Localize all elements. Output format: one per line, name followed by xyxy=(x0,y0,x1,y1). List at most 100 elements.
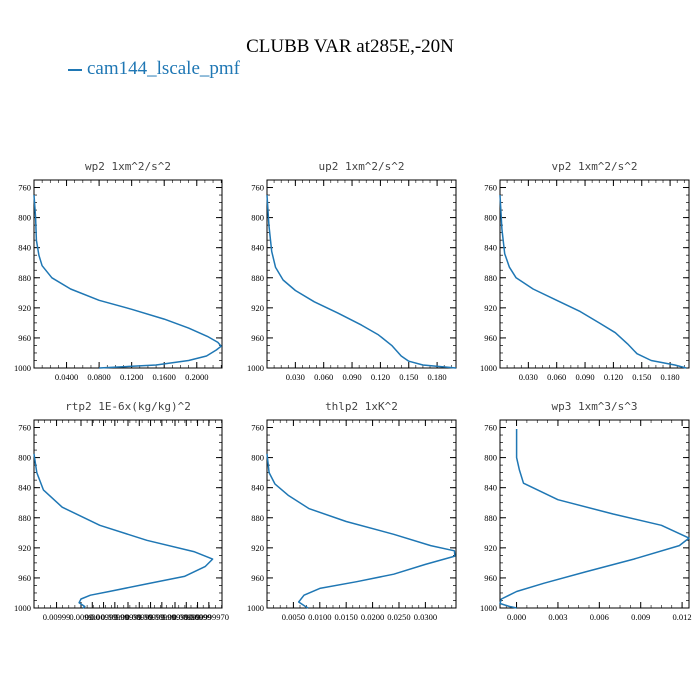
y-tick-label: 760 xyxy=(484,183,497,193)
plot-frame xyxy=(33,419,223,609)
y-tick-label: 840 xyxy=(18,483,31,493)
x-tick-label: 0.120 xyxy=(604,372,623,382)
x-tick-label: 0.00 xyxy=(85,612,100,622)
x-tick-label: 0.150 xyxy=(399,372,418,382)
y-tick-label: 760 xyxy=(18,183,31,193)
x-tick-label: 0.0200 xyxy=(361,612,384,622)
y-tick-label: 920 xyxy=(484,543,497,553)
plot-frame xyxy=(266,179,457,369)
panel-3: vp2 1xm^2/s^2 760 800 840 880 920 960 1000 0.030… xyxy=(480,160,690,382)
profile-line xyxy=(33,194,222,369)
y-tick-label: 960 xyxy=(484,573,497,583)
x-tick-label: 0.009 xyxy=(631,612,650,622)
x-tick-label: 0.006 xyxy=(590,612,609,622)
y-tick-label: 880 xyxy=(18,273,31,283)
figure-title: CLUBB VAR at285E,-20N xyxy=(246,36,454,57)
y-tick-label: 760 xyxy=(18,423,31,433)
y-tick-label: 840 xyxy=(18,243,31,253)
y-tick-label: 880 xyxy=(251,513,264,523)
x-tick-label: 0.00999 xyxy=(43,612,71,622)
y-tick-label: 1000 xyxy=(480,603,497,613)
y-tick-label: 880 xyxy=(484,273,497,283)
x-tick-label: 0.00999 xyxy=(161,612,189,622)
y-tick-label: 800 xyxy=(251,213,264,223)
x-tick-label: 0.150 xyxy=(632,372,651,382)
y-tick-label: 1000 xyxy=(480,363,497,373)
x-tick-label: 0.000 xyxy=(507,612,526,622)
y-tick-label: 920 xyxy=(18,543,31,553)
y-tick-label: 840 xyxy=(484,483,497,493)
y-tick-label: 760 xyxy=(251,423,264,433)
y-tick-label: 840 xyxy=(251,243,264,253)
x-tick-label: 0.0100 xyxy=(308,612,331,622)
panel-title: up2 1xm^2/s^2 xyxy=(318,160,404,173)
y-tick-label: 960 xyxy=(251,573,264,583)
x-tick-label: 0.090 xyxy=(575,372,594,382)
x-tick-label: 0.1600 xyxy=(153,372,176,382)
x-tick-label: 0.0050 xyxy=(282,612,305,622)
x-tick-label: 0.030 xyxy=(519,372,538,382)
profile-line xyxy=(266,194,457,369)
y-tick-label: 1000 xyxy=(247,363,264,373)
x-tick-label: 0.00999 xyxy=(125,612,153,622)
x-tick-label: 0.120 xyxy=(371,372,390,382)
y-tick-label: 920 xyxy=(251,543,264,553)
x-tick-label: 0.090 xyxy=(342,372,361,382)
y-tick-label: 960 xyxy=(484,333,497,343)
x-tick-label: 0.180 xyxy=(661,372,680,382)
plot-frame xyxy=(499,179,690,369)
y-tick-label: 1000 xyxy=(247,603,264,613)
y-tick-label: 960 xyxy=(251,333,264,343)
y-tick-label: 800 xyxy=(484,453,497,463)
y-tick-label: 800 xyxy=(251,453,264,463)
x-tick-label: 0.180 xyxy=(428,372,447,382)
x-tick-label: 0.00999 xyxy=(114,612,142,622)
y-tick-label: 1000 xyxy=(14,603,31,613)
x-tick-label: 0.012 xyxy=(673,612,692,622)
y-tick-label: 840 xyxy=(251,483,264,493)
x-tick-label: 0.060 xyxy=(547,372,566,382)
x-tick-label: 0.00999 xyxy=(101,612,129,622)
panel-1: wp2 1xm^2/s^2 760 800 840 880 920 960 1000 0.040… xyxy=(14,160,223,382)
y-tick-label: 760 xyxy=(251,183,264,193)
y-tick-label: 920 xyxy=(251,303,264,313)
y-tick-label: 760 xyxy=(484,423,497,433)
y-tick-label: 800 xyxy=(484,213,497,223)
plot-frame xyxy=(499,419,690,609)
y-tick-label: 800 xyxy=(18,213,31,223)
y-tick-label: 960 xyxy=(18,573,31,583)
profile-line xyxy=(499,194,687,369)
plot-frame xyxy=(33,179,223,369)
y-tick-label: 920 xyxy=(484,303,497,313)
panel-2: up2 1xm^2/s^2 760 800 840 880 920 960 1000 0.030… xyxy=(247,160,457,382)
x-tick-label: 0.00999 xyxy=(184,612,212,622)
x-tick-label: 0.00999 xyxy=(90,612,118,622)
x-tick-label: 0.00999 xyxy=(172,612,200,622)
panel-title: wp3 1xm^3/s^3 xyxy=(551,400,637,413)
x-tick-label: 0.2000 xyxy=(185,372,208,382)
legend: cam144_lscale_pmf xyxy=(68,58,240,80)
profile-line xyxy=(33,453,214,609)
x-tick-label: 0.0300 xyxy=(414,612,437,622)
profile-line xyxy=(499,429,690,609)
y-tick-label: 880 xyxy=(251,273,264,283)
profile-line xyxy=(266,453,456,609)
legend-line-swatch xyxy=(68,68,82,71)
x-tick-label: 0.00999970 xyxy=(189,612,229,622)
panel-4: rtp2 1E-6x(kg/kg)^2 760 800 840 880 920 960 100… xyxy=(14,400,229,622)
panel-title: wp2 1xm^2/s^2 xyxy=(85,160,171,173)
x-tick-label: 0.0250 xyxy=(387,612,410,622)
x-tick-label: 0.0099 xyxy=(69,612,92,622)
panel-title: rtp2 1E-6x(kg/kg)^2 xyxy=(65,400,191,413)
x-tick-label: 0.030 xyxy=(286,372,305,382)
y-tick-label: 840 xyxy=(484,243,497,253)
x-tick-label: 0.00999 xyxy=(137,612,165,622)
x-tick-label: 0.003 xyxy=(548,612,567,622)
x-tick-label: 0.1200 xyxy=(120,372,143,382)
x-tick-label: 0.0400 xyxy=(55,372,78,382)
panel-6: wp3 1xm^3/s^3 760 800 840 880 920 960 1000 0.000… xyxy=(480,400,692,622)
y-tick-label: 800 xyxy=(18,453,31,463)
panel-title: vp2 1xm^2/s^2 xyxy=(551,160,637,173)
panel-title: thlp2 1xK^2 xyxy=(325,400,398,413)
